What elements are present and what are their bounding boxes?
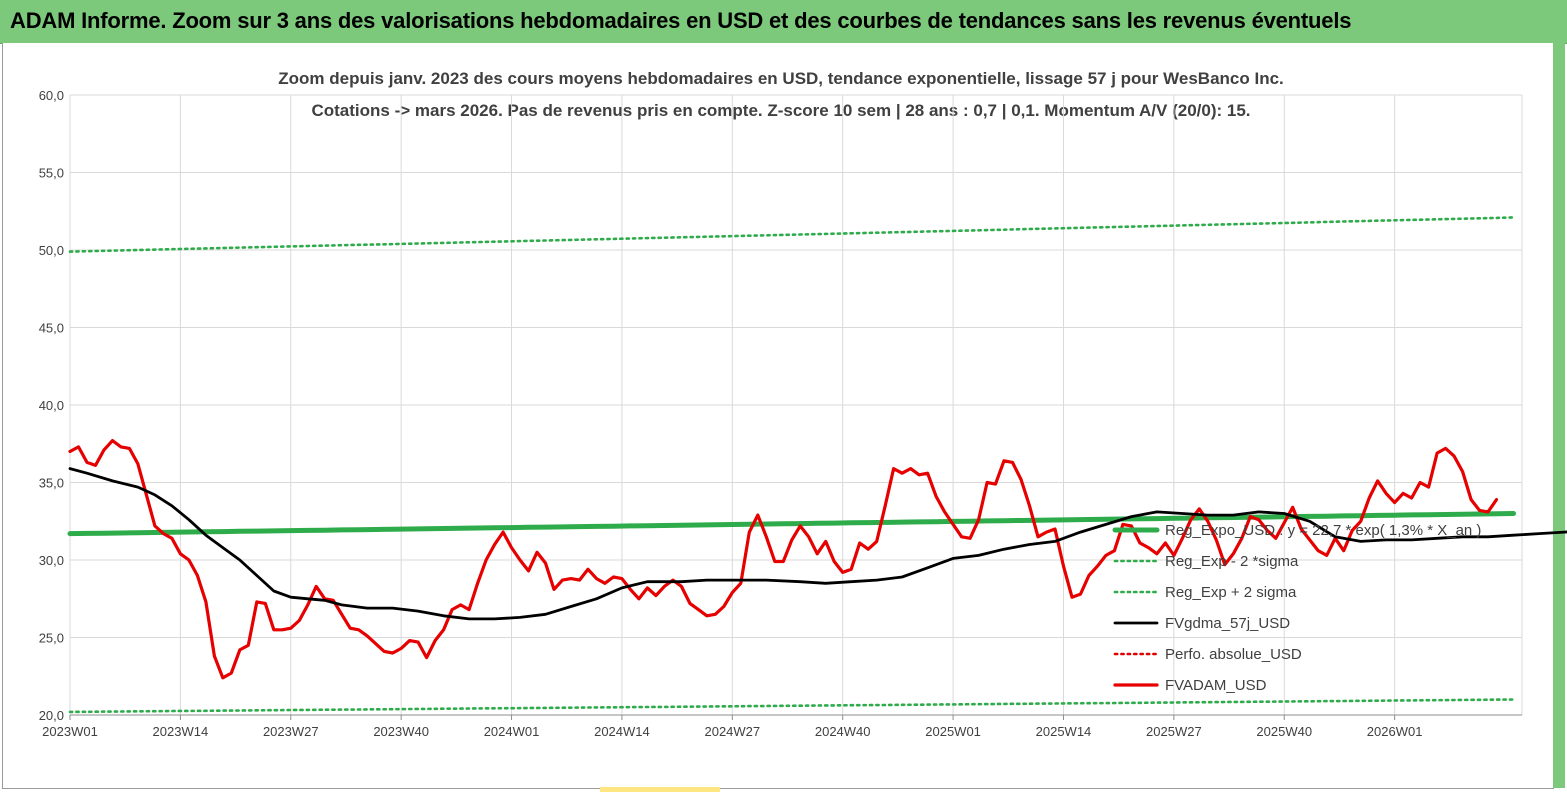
chart-subtitle-line2: Cotations -> mars 2026. Pas de revenus p… <box>311 101 1250 120</box>
x-tick-label: 2025W40 <box>1256 724 1312 739</box>
y-tick-label: 55,0 <box>39 166 64 181</box>
right-accent-bar <box>1553 43 1565 788</box>
x-tick-label: 2024W01 <box>484 724 540 739</box>
y-tick-label: 30,0 <box>39 553 64 568</box>
x-tick-label: 2026W01 <box>1367 724 1423 739</box>
series-line-2 <box>68 216 1515 253</box>
legend-label: Reg_Exp - 2 *sigma <box>1165 553 1299 570</box>
series-line-5 <box>68 439 1499 680</box>
series-line-3 <box>68 467 1567 621</box>
x-tick-label: 2025W01 <box>925 724 981 739</box>
y-axis: 20,0 25,0 30,0 35,0 40,0 45,0 50,0 55,0 60,0 <box>39 88 64 723</box>
chart-frame <box>2 43 1554 789</box>
report-banner: ADAM Informe. Zoom sur 3 ans des valoris… <box>0 0 1567 44</box>
chart-subtitle-line1: Zoom depuis janv. 2023 des cours moyens … <box>278 69 1284 88</box>
legend-label: Perfo. absolue_USD <box>1165 646 1302 663</box>
series-line-1 <box>68 698 1515 714</box>
x-tick-label: 2024W14 <box>594 724 650 739</box>
x-axis: 2023W01 2023W14 2023W27 2023W40 2024W01 2024W… <box>42 714 1522 739</box>
gridlines <box>69 94 1523 716</box>
legend: Reg_Expo_USD : y = 22,7 * exp( 1,3% * X_… <box>1112 522 1481 694</box>
series-line-0 <box>67 511 1516 537</box>
legend-label: FVgdma_57j_USD <box>1165 615 1290 632</box>
y-tick-label: 45,0 <box>39 321 64 336</box>
x-tick-label: 2023W27 <box>263 724 319 739</box>
y-tick-label: 35,0 <box>39 476 64 491</box>
legend-label: FVADAM_USD <box>1165 677 1267 694</box>
legend-label: Reg_Exp + 2 sigma <box>1165 584 1297 601</box>
y-tick-label: 60,0 <box>39 88 64 103</box>
x-tick-label: 2025W14 <box>1036 724 1092 739</box>
y-tick-label: 50,0 <box>39 243 64 258</box>
x-tick-label: 2023W14 <box>153 724 209 739</box>
plot-series <box>67 216 1567 714</box>
x-tick-label: 2024W27 <box>704 724 760 739</box>
legend-label: Reg_Expo_USD : y = 22,7 * exp( 1,3% * X_… <box>1165 522 1481 539</box>
y-tick-label: 40,0 <box>39 398 64 413</box>
x-tick-label: 2023W01 <box>42 724 98 739</box>
bottom-accent-bar <box>600 787 720 792</box>
report-title: ADAM Informe. Zoom sur 3 ans des valoris… <box>10 8 1352 33</box>
y-tick-label: 25,0 <box>39 631 64 646</box>
y-tick-label: 20,0 <box>39 708 64 723</box>
x-tick-label: 2024W40 <box>815 724 871 739</box>
x-tick-label: 2023W40 <box>373 724 429 739</box>
x-tick-label: 2025W27 <box>1146 724 1202 739</box>
